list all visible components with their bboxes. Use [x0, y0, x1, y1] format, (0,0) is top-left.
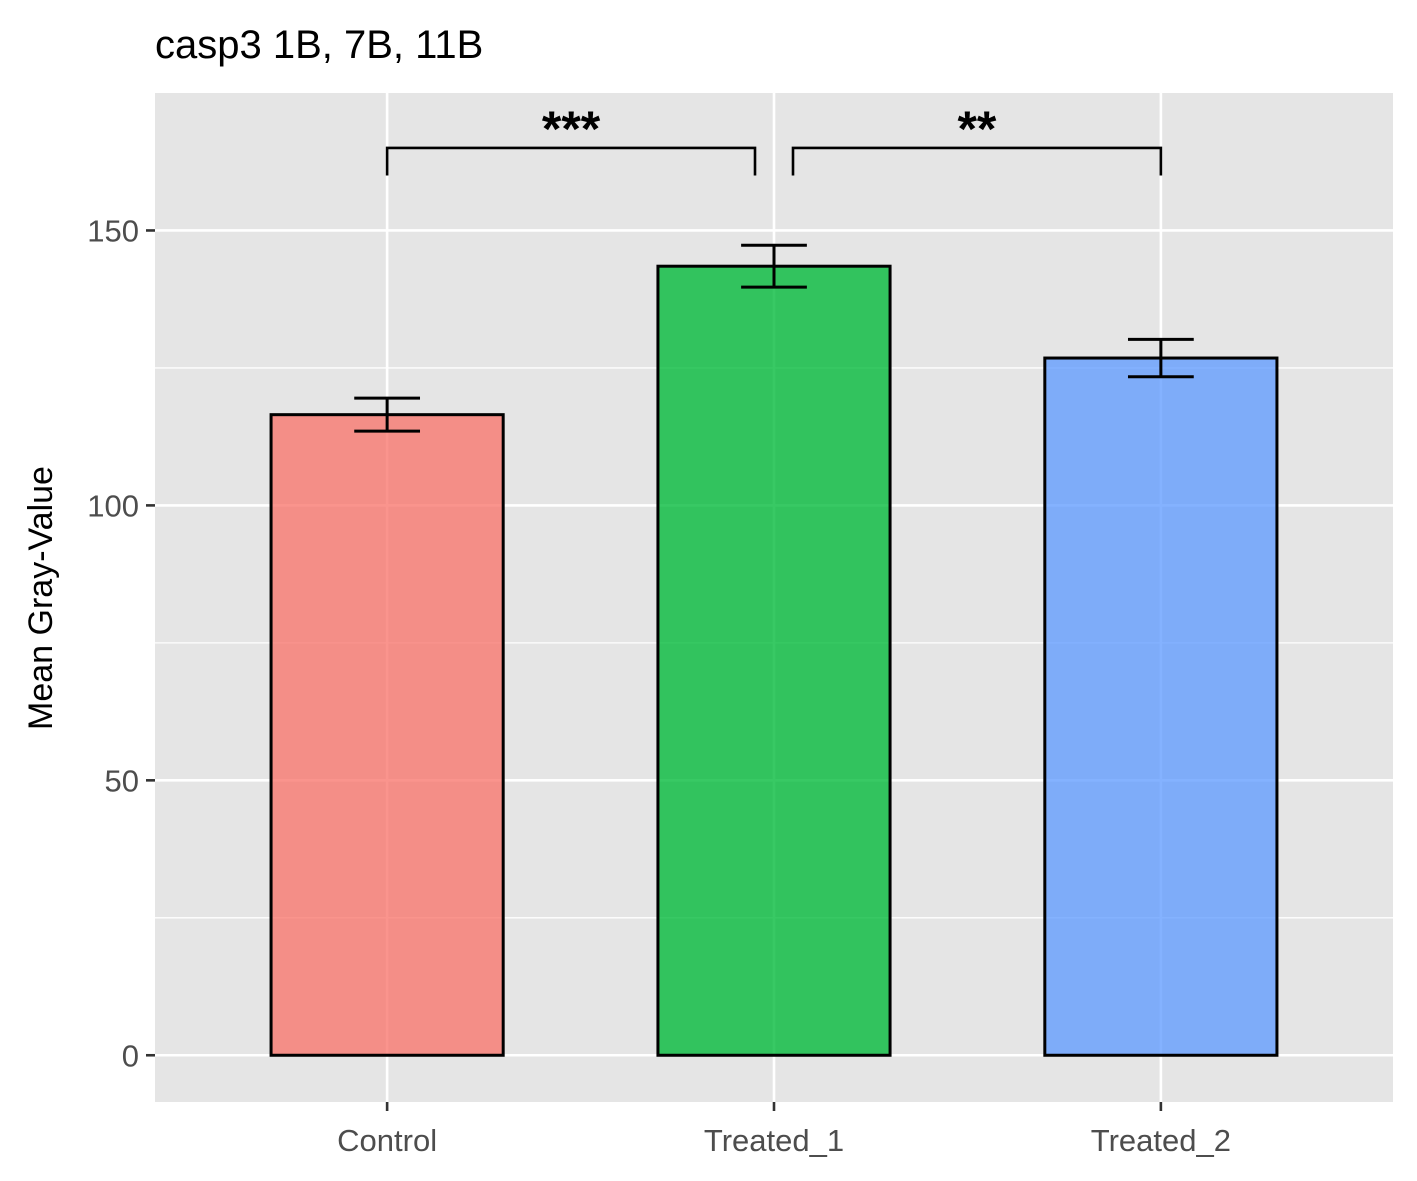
x-tick-label: Treated_1: [704, 1123, 844, 1158]
y-tick-label: 100: [87, 488, 139, 523]
x-tick-label: Control: [337, 1123, 437, 1158]
chart-title: casp3 1B, 7B, 11B: [155, 23, 483, 67]
error-bar: [741, 243, 807, 289]
x-tick-label: Treated_2: [1091, 1123, 1231, 1158]
bar-control: [269, 413, 505, 1057]
error-bar: [1127, 337, 1194, 379]
significance-bracket-line: [385, 146, 757, 176]
error-bar: [354, 396, 421, 433]
y-tick-label: 50: [105, 763, 139, 798]
y-tick-label: 150: [87, 213, 139, 248]
significance-label: ***: [542, 101, 601, 157]
bar-treated-2: [1043, 356, 1279, 1057]
significance-bracket: ***: [385, 101, 757, 176]
plot-panel: [155, 93, 1393, 1102]
y-axis-title: Mean Gray-Value: [22, 466, 60, 730]
bar-treated-1: [656, 264, 892, 1057]
significance-label: **: [957, 101, 996, 157]
y-tick-label: 0: [122, 1038, 139, 1073]
significance-bracket: **: [791, 101, 1163, 176]
significance-bracket-line: [791, 146, 1163, 176]
